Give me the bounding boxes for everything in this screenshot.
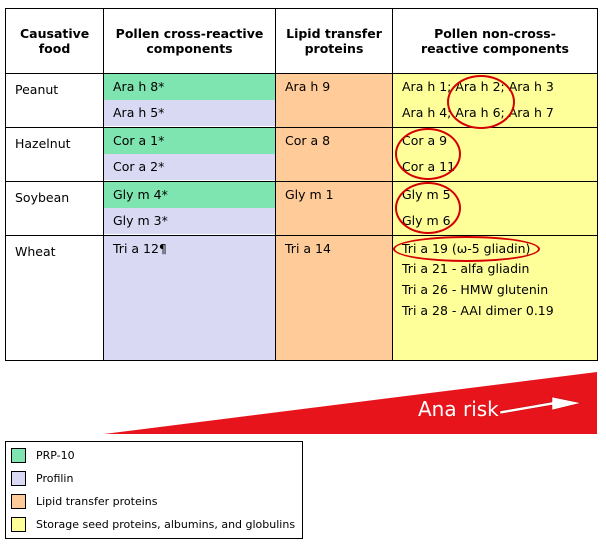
legend-item-pr10: PRP-10 [6,444,302,467]
header-causative-food: Causative food [5,8,104,74]
food-cell: Peanut [5,73,104,128]
allergen-table-container: Causative food Pollen cross-reactive com… [5,8,598,361]
ltp-allergen: Tri a 14 [285,241,331,256]
pollen-cell: Gly m 4* Gly m 3* [103,181,276,236]
noncross-allergen: Gly m 6 [402,213,451,228]
legend-item-ltp: Lipid transfer proteins [6,490,302,513]
header-ltp: Lipid transfer proteins [275,8,393,74]
legend-item-profilin: Profilin [6,467,302,490]
noncross-allergen: Gly m 5 [402,187,451,202]
header-noncross: Pollen non-cross-reactive components [392,8,598,74]
ltp-allergen: Cor a 8 [285,133,331,148]
ltp-cell: Ara h 9 [275,73,393,128]
noncross-cell: Cor a 9 Cor a 11 [392,127,598,182]
noncross-allergen: Cor a 9 [402,133,448,148]
legend-swatch [11,517,26,532]
noncross-allergen: Tri a 26 - HMW glutenin [402,282,549,297]
noncross-cell: Gly m 5 Gly m 6 [392,181,598,236]
profilin-allergen: Cor a 2* [104,154,275,180]
noncross-allergen: Tri a 28 - AAI dimer 0.19 [402,303,554,318]
arrow-right-icon [499,396,582,415]
ltp-allergen: Ara h 9 [285,79,331,94]
legend-swatch [11,471,26,486]
legend-label: Lipid transfer proteins [36,495,158,508]
allergen-table: Causative food Pollen cross-reactive com… [5,8,598,361]
risk-wedge [104,372,597,434]
pollen-cell: Tri a 12¶ [103,235,276,361]
ltp-cell: Cor a 8 [275,127,393,182]
legend-label: PRP-10 [36,449,75,462]
legend-swatch [11,448,26,463]
ltp-cell: Tri a 14 [275,235,393,361]
legend: PRP-10 Profilin Lipid transfer proteins … [5,441,303,539]
header-row: Causative food Pollen cross-reactive com… [5,8,598,74]
table-row-soybean: Soybean Gly m 4* Gly m 3* Gly m 1 Gly m … [5,181,598,236]
profilin-allergen: Gly m 3* [104,208,275,234]
pollen-cell: Ara h 8* Ara h 5* [103,73,276,128]
noncross-allergen: Ara h 4; Ara h 6; Ara h 7 [402,105,554,120]
table-row-hazelnut: Hazelnut Cor a 1* Cor a 2* Cor a 8 Cor a… [5,127,598,182]
pr10-allergen: Ara h 8* [104,74,275,100]
food-cell: Soybean [5,181,104,236]
noncross-allergen: Cor a 11 [402,159,456,174]
header-pollen-cross: Pollen cross-reactive components [103,8,276,74]
noncross-cell: Ara h 1; Ara h 2; Ara h 3 Ara h 4; Ara h… [392,73,598,128]
legend-item-storage: Storage seed proteins, albumins, and glo… [6,513,302,536]
profilin-allergen: Tri a 12¶ [113,241,167,256]
noncross-allergen: Ara h 1; Ara h 2; Ara h 3 [402,79,554,94]
pr10-allergen: Gly m 4* [104,182,275,208]
table-row-wheat: Wheat Tri a 12¶ Tri a 14 Tri a 19 (ω-5 g… [5,235,598,361]
legend-swatch [11,494,26,509]
legend-label: Storage seed proteins, albumins, and glo… [36,518,296,531]
table-row-peanut: Peanut Ara h 8* Ara h 5* Ara h 9 Ara h 1… [5,73,598,128]
ana-risk-label: Ana risk [418,397,499,421]
noncross-allergen: Tri a 21 - alfa gliadin [402,261,530,276]
ltp-allergen: Gly m 1 [285,187,334,202]
pr10-allergen: Cor a 1* [104,128,275,154]
noncross-allergen: Tri a 19 (ω-5 gliadin) [402,241,531,256]
food-cell: Hazelnut [5,127,104,182]
profilin-allergen: Ara h 5* [104,100,275,126]
noncross-cell: Tri a 19 (ω-5 gliadin) Tri a 21 - alfa g… [392,235,598,361]
food-cell: Wheat [5,235,104,361]
legend-label: Profilin [36,472,74,485]
